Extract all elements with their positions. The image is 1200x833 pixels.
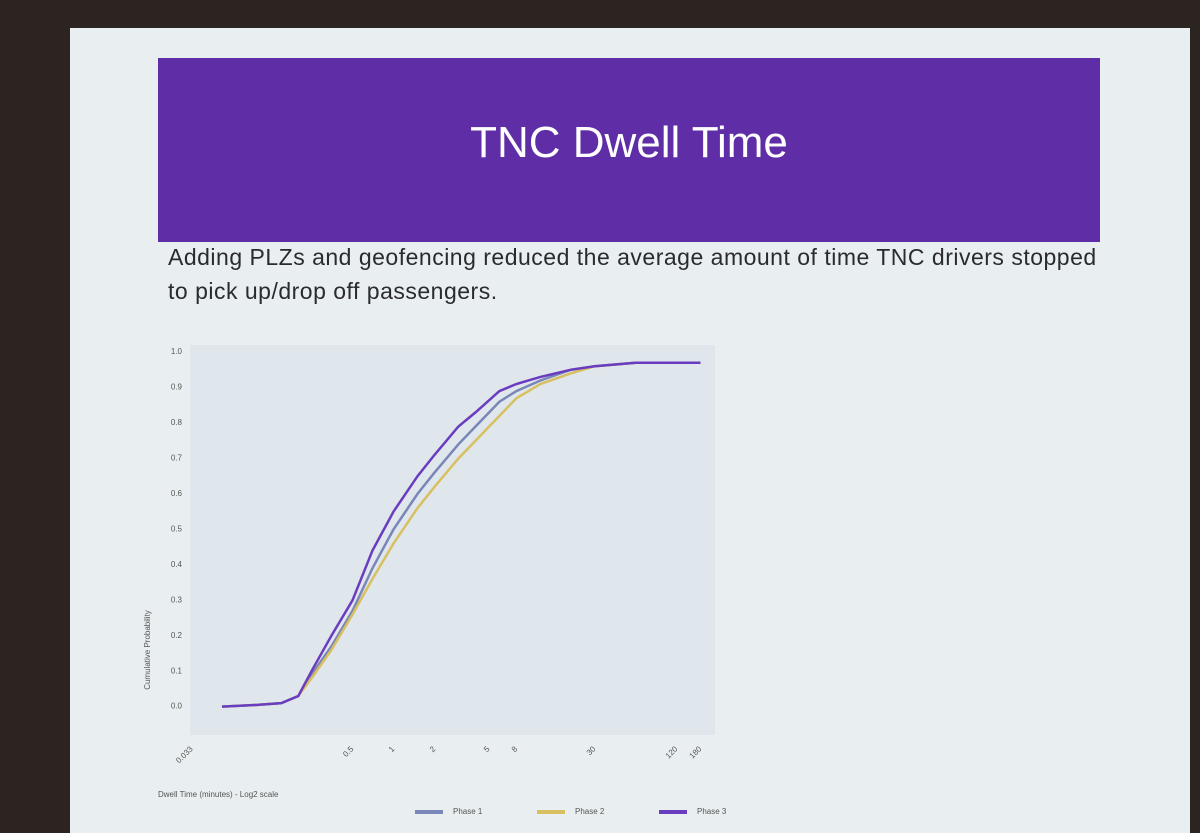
y-tick-label: 0.0: [171, 702, 183, 711]
x-tick-label: 2: [428, 744, 438, 754]
y-tick-label: 0.4: [171, 560, 183, 569]
y-axis-label: Cumulative Probability: [143, 610, 152, 690]
title-band: [158, 58, 1100, 242]
legend-label: Phase 1: [453, 807, 483, 816]
y-tick-label: 0.5: [171, 524, 183, 533]
x-tick-label: 180: [688, 744, 704, 760]
x-tick-label: 120: [664, 744, 680, 760]
y-tick-label: 0.3: [171, 595, 183, 604]
x-axis-label: Dwell Time (minutes) - Log2 scale: [158, 790, 279, 799]
x-tick-label: 5: [482, 744, 492, 754]
legend-label: Phase 2: [575, 807, 605, 816]
y-tick-label: 0.9: [171, 383, 183, 392]
x-tick-label: 0.033: [174, 744, 195, 765]
x-tick-label: 0.5: [341, 744, 356, 759]
x-tick-label: 30: [585, 744, 598, 757]
plot-area: [190, 345, 715, 735]
y-tick-label: 0.2: [171, 631, 183, 640]
y-tick-label: 0.1: [171, 666, 183, 675]
y-tick-label: 1.0: [171, 347, 183, 356]
slide-subtitle: Adding PLZs and geofencing reduced the a…: [168, 244, 1097, 304]
x-tick-label: 8: [510, 744, 520, 754]
x-tick-label: 1: [387, 744, 397, 754]
y-tick-label: 0.8: [171, 418, 183, 427]
legend-label: Phase 3: [697, 807, 727, 816]
y-tick-label: 0.6: [171, 489, 183, 498]
y-tick-label: 0.7: [171, 454, 183, 463]
slide-title: TNC Dwell Time: [470, 118, 788, 167]
series-line: [221, 361, 701, 708]
